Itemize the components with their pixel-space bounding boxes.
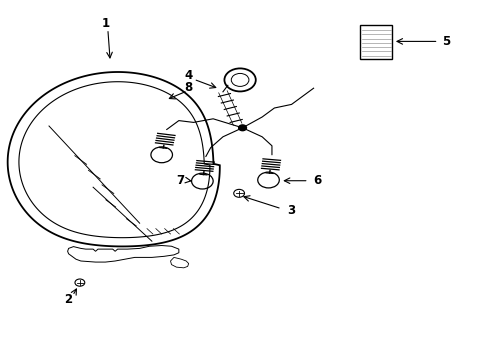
- Bar: [360, 25, 392, 59]
- Text: 4: 4: [185, 69, 193, 82]
- Circle shape: [239, 125, 246, 131]
- Text: 8: 8: [185, 81, 193, 94]
- Text: 6: 6: [314, 174, 321, 187]
- Text: 1: 1: [101, 17, 109, 30]
- Text: 7: 7: [176, 174, 184, 186]
- Text: 5: 5: [442, 35, 450, 48]
- Text: 2: 2: [65, 293, 73, 306]
- Text: 3: 3: [288, 204, 295, 217]
